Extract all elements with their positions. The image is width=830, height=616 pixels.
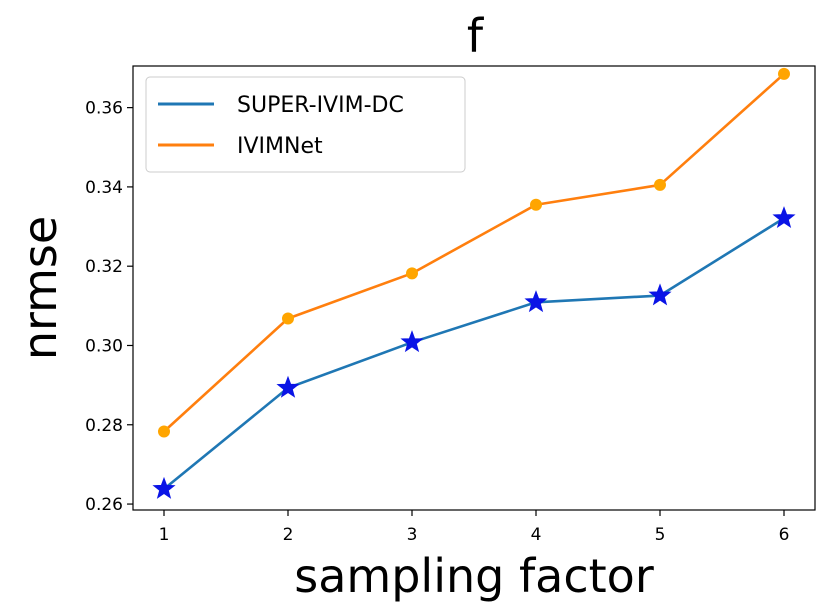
point-super-ivim-dc [524,290,548,313]
point-ivimnet [778,67,790,80]
x-tick-label: 2 [283,525,294,545]
y-tick-label: 0.36 [85,99,123,119]
x-tick-label: 5 [655,525,666,545]
legend-box [145,76,466,173]
y-tick-label: 0.28 [85,416,123,436]
point-super-ivim-dc [152,476,176,499]
point-ivimnet [654,178,666,191]
x-tick-label: 3 [407,525,418,545]
x-tick-label: 1 [159,525,170,545]
series-layer [152,67,796,499]
point-ivimnet [530,198,542,211]
y-axis-label: nrmse [13,216,67,360]
y-tick-label: 0.30 [85,336,123,356]
point-super-ivim-dc [400,330,424,353]
x-axis-label: sampling factor [294,549,654,603]
point-super-ivim-dc [276,375,300,398]
point-ivimnet [282,312,294,325]
y-tick-label: 0.26 [85,495,123,515]
point-super-ivim-dc [772,206,796,229]
plot-frame [132,65,816,511]
series-line-super-ivim-dc [163,217,785,490]
legend-label-ivimnet: IVIMNet [237,134,323,159]
x-axis-ticks: 1 2 3 4 5 6 [159,510,790,545]
x-tick-label: 6 [779,525,790,545]
y-axis-ticks: 0.26 0.28 0.30 0.32 0.34 0.36 [85,99,133,515]
y-tick-label: 0.34 [85,178,123,198]
chart-title: f [467,9,485,63]
x-tick-label: 4 [531,525,542,545]
y-tick-label: 0.32 [85,257,123,277]
series-line-ivimnet [163,72,785,433]
point-ivimnet [406,267,418,280]
legend-label-super-ivim-dc: SUPER-IVIM-DC [237,93,404,118]
point-ivimnet [158,425,170,438]
legend: SUPER-IVIM-DC IVIMNet [145,76,466,173]
point-super-ivim-dc [648,283,672,306]
